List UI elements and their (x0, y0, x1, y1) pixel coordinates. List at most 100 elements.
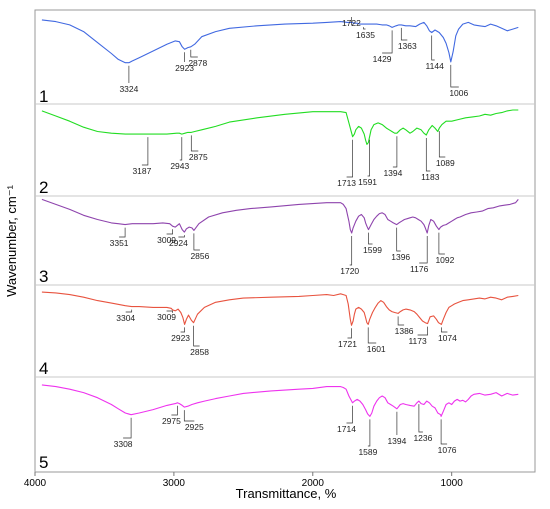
peak-leader-4-1074 (441, 327, 448, 333)
peak-leader-2-1713 (346, 139, 353, 178)
peak-label-2-1713: 1713 (337, 178, 356, 188)
peak-leader-3-1599 (368, 232, 373, 245)
peak-label-3-3351: 3351 (110, 238, 129, 248)
peak-leader-1-1363 (400, 27, 408, 41)
peak-leader-1-1006 (450, 64, 459, 88)
peak-label-1-3324: 3324 (119, 84, 138, 94)
peak-label-2-1591: 1591 (358, 177, 377, 187)
peak-label-4-1601: 1601 (367, 344, 386, 354)
peak-label-3-1599: 1599 (363, 245, 382, 255)
x-axis-title: Transmittance, % (236, 486, 337, 501)
peak-leader-1-1429 (382, 30, 393, 54)
peak-leader-3-2856 (193, 233, 200, 251)
peak-label-1-1635: 1635 (356, 30, 375, 40)
peak-label-5-1589: 1589 (358, 447, 377, 457)
panel-number-1: 1 (39, 87, 48, 106)
peak-leader-1-2878 (190, 49, 198, 58)
peak-label-5-1076: 1076 (438, 445, 457, 455)
peak-label-3-1176: 1176 (410, 264, 429, 274)
peak-leader-3-3351 (119, 227, 126, 238)
peak-leader-2-3187 (141, 137, 149, 166)
y-axis-title: Wavenumber, cm⁻¹ (4, 184, 19, 297)
peak-leader-5-3308 (123, 417, 132, 439)
peak-label-1-1144: 1144 (426, 61, 445, 71)
peak-leader-3-1092 (438, 232, 445, 255)
peak-leader-5-1714 (346, 405, 353, 424)
peak-label-1-1006: 1006 (449, 88, 468, 98)
peak-label-4-3304: 3304 (116, 313, 135, 323)
peak-label-2-2943: 2943 (170, 161, 189, 171)
peak-leader-2-2875 (190, 135, 199, 152)
peak-leader-5-1589 (367, 419, 371, 447)
peak-label-3-2856: 2856 (190, 251, 209, 261)
peak-leader-4-3304 (125, 309, 133, 313)
x-tick-label-3000: 3000 (163, 478, 186, 489)
panel-number-2: 2 (39, 178, 48, 197)
x-tick-label-4000: 4000 (24, 478, 47, 489)
peak-label-1-1722: 1722 (342, 18, 361, 28)
panel-number-4: 4 (39, 359, 48, 378)
panel-number-3: 3 (39, 267, 48, 286)
peak-leader-5-2925 (183, 410, 195, 422)
peak-leader-3-1720 (349, 236, 353, 266)
peak-label-4-1173: 1173 (408, 336, 427, 346)
peak-label-5-2925: 2925 (185, 422, 204, 432)
peak-label-1-1429: 1429 (373, 54, 392, 64)
peak-leader-4-1386 (397, 316, 405, 326)
peak-label-2-2875: 2875 (189, 152, 208, 162)
peak-label-4-1386: 1386 (395, 326, 414, 336)
peak-label-1-2923: 2923 (175, 63, 194, 73)
spectrum-line-4 (41, 291, 519, 326)
peak-label-2-1183: 1183 (421, 172, 440, 182)
spectrum-line-5 (41, 384, 519, 417)
peak-label-4-3009: 3009 (157, 312, 176, 322)
peak-label-3-1720: 1720 (340, 266, 359, 276)
peak-label-2-1089: 1089 (436, 158, 455, 168)
peak-label-1-2878: 2878 (188, 58, 207, 68)
panel-number-5: 5 (39, 453, 48, 472)
peak-leader-4-1601 (367, 327, 377, 344)
peak-label-5-3308: 3308 (114, 439, 133, 449)
peak-leader-5-2975 (171, 405, 178, 416)
peak-leader-3-3009 (166, 229, 173, 235)
peak-leader-3-2924 (178, 235, 185, 238)
x-tick-label-2000: 2000 (302, 478, 325, 489)
peak-label-3-1092: 1092 (435, 255, 454, 265)
peak-label-3-2924: 2924 (169, 238, 188, 248)
peak-label-4-2858: 2858 (190, 347, 209, 357)
peak-leader-5-1236 (418, 404, 423, 433)
peak-label-4-2923: 2923 (171, 333, 190, 343)
peak-label-3-1396: 1396 (391, 252, 410, 262)
peak-label-5-2975: 2975 (162, 416, 181, 426)
peak-leader-4-1721 (347, 328, 352, 339)
x-tick-label-1000: 1000 (441, 478, 464, 489)
peak-leader-2-1089 (438, 131, 446, 158)
plot-frame (34, 9, 536, 473)
spectrum-line-1 (41, 19, 519, 64)
peak-label-5-1236: 1236 (413, 433, 432, 443)
peak-leader-5-1076 (440, 419, 448, 445)
spectrum-line-2 (41, 109, 519, 145)
peak-label-4-1721: 1721 (338, 339, 357, 349)
peak-leader-1-1144 (431, 35, 435, 61)
peak-labels: 3324292328781722163514291363114410063187… (110, 17, 469, 457)
peak-label-5-1394: 1394 (387, 436, 406, 446)
peak-leader-3-1176 (419, 236, 428, 264)
series-layer (41, 19, 519, 417)
peak-label-2-3187: 3187 (132, 166, 151, 176)
peak-leader-3-1396 (396, 227, 401, 252)
peak-leader-2-1183 (425, 138, 431, 172)
peak-leader-1-1635 (363, 27, 366, 30)
peak-leader-2-1591 (367, 139, 370, 177)
peak-label-5-1714: 1714 (337, 424, 356, 434)
x-axis-ticks: 4000 3000 2000 1000 (24, 472, 463, 489)
spectrum-line-3 (41, 198, 519, 234)
peak-leader-4-2923 (180, 327, 185, 333)
peak-leader-2-2943 (179, 137, 183, 161)
peak-leader-2-1394 (392, 136, 398, 168)
peak-label-4-1074: 1074 (438, 333, 457, 343)
peak-leader-4-2858 (193, 325, 200, 347)
peak-label-3-3009: 3009 (157, 235, 176, 245)
peak-leader-4-3009 (166, 310, 173, 313)
